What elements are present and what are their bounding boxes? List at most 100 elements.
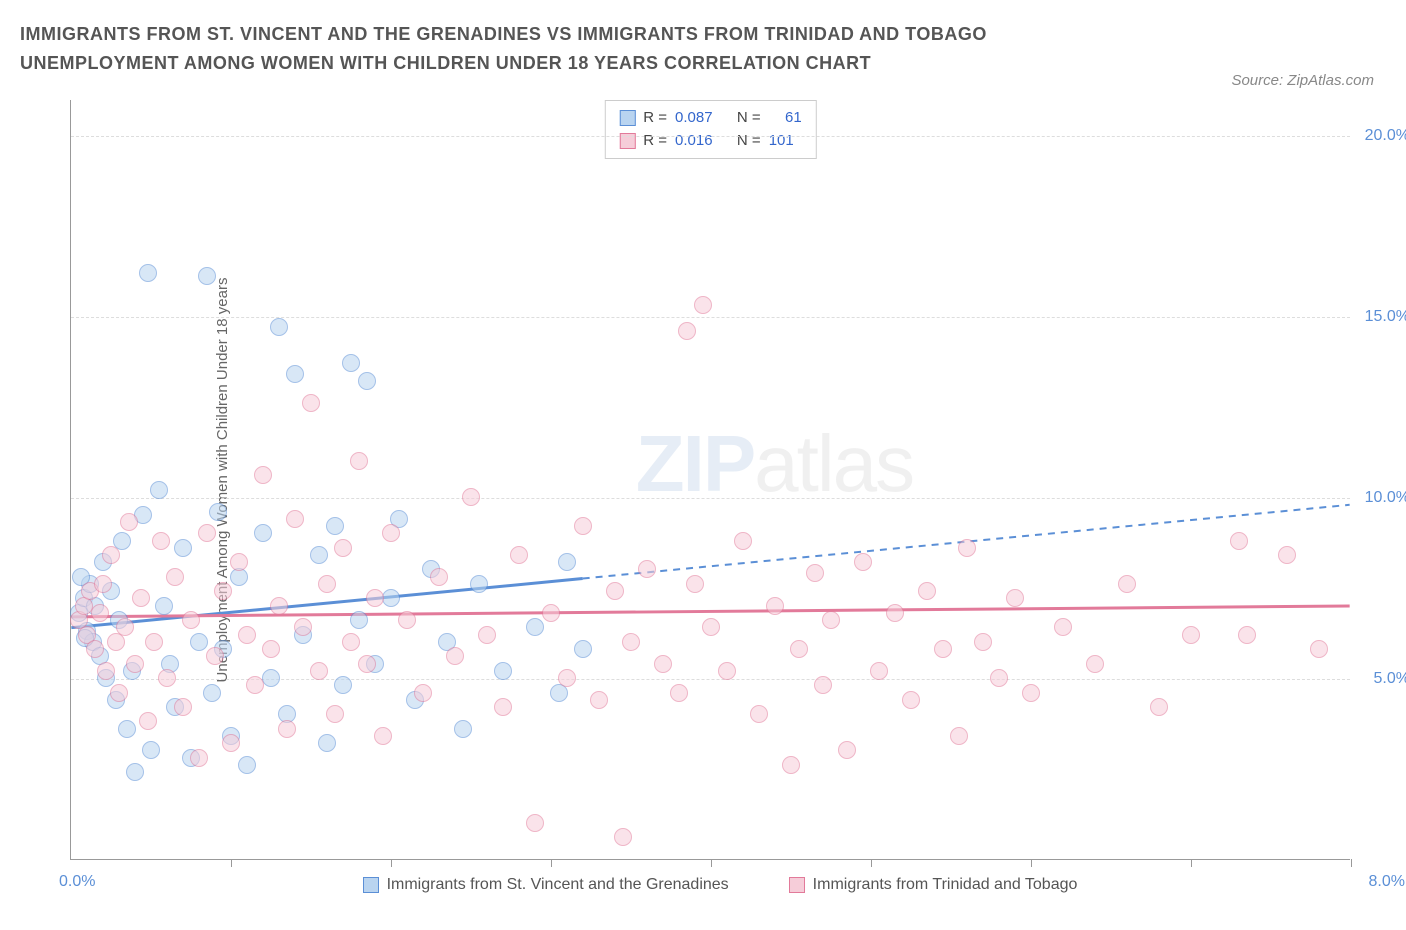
legend-item-2: Immigrants from Trinidad and Tobago <box>789 876 1078 894</box>
data-point <box>86 640 104 658</box>
data-point <box>478 626 496 644</box>
data-point <box>222 734 240 752</box>
data-point <box>278 720 296 738</box>
data-point <box>382 589 400 607</box>
data-point <box>526 618 544 636</box>
data-point <box>270 597 288 615</box>
data-point <box>1278 546 1296 564</box>
data-point <box>198 524 216 542</box>
data-point <box>870 662 888 680</box>
gridline <box>71 136 1350 137</box>
data-point <box>838 741 856 759</box>
legend: Immigrants from St. Vincent and the Gren… <box>60 876 1380 894</box>
data-point <box>358 372 376 390</box>
data-point <box>702 618 720 636</box>
data-point <box>286 510 304 528</box>
data-point <box>97 662 115 680</box>
data-point <box>622 633 640 651</box>
data-point <box>246 676 264 694</box>
stats-box: R = 0.087 N = 61 R = 0.016 N = 101 <box>604 100 816 159</box>
data-point <box>139 712 157 730</box>
data-point <box>1238 626 1256 644</box>
data-point <box>120 513 138 531</box>
data-point <box>166 568 184 586</box>
source-label: Source: ZipAtlas.com <box>1231 72 1374 89</box>
data-point <box>374 727 392 745</box>
data-point <box>414 684 432 702</box>
data-point <box>918 582 936 600</box>
watermark: ZIPatlas <box>636 418 913 510</box>
data-point <box>470 575 488 593</box>
data-point <box>750 705 768 723</box>
data-point <box>990 669 1008 687</box>
data-point <box>132 589 150 607</box>
watermark-zip: ZIP <box>636 419 754 508</box>
data-point <box>190 749 208 767</box>
plot-area: ZIPatlas R = 0.087 N = 61 R = 0.016 N = … <box>70 100 1350 860</box>
header: IMMIGRANTS FROM ST. VINCENT AND THE GREN… <box>20 20 1386 78</box>
r-value-1: 0.087 <box>675 107 713 130</box>
data-point <box>198 267 216 285</box>
x-tick <box>1351 859 1352 867</box>
data-point <box>262 640 280 658</box>
data-point <box>678 322 696 340</box>
data-point <box>366 589 384 607</box>
n-label: N = <box>737 107 761 130</box>
data-point <box>494 662 512 680</box>
data-point <box>110 684 128 702</box>
data-point <box>139 264 157 282</box>
data-point <box>342 354 360 372</box>
y-tick-label: 20.0% <box>1365 127 1406 145</box>
data-point <box>334 676 352 694</box>
x-tick <box>1191 859 1192 867</box>
data-point <box>790 640 808 658</box>
data-point <box>814 676 832 694</box>
data-point <box>254 466 272 484</box>
data-point <box>934 640 952 658</box>
data-point <box>1006 589 1024 607</box>
data-point <box>230 553 248 571</box>
stats-row-2: R = 0.016 N = 101 <box>619 130 801 153</box>
data-point <box>854 553 872 571</box>
data-point <box>116 618 134 636</box>
legend-label-2: Immigrants from Trinidad and Tobago <box>813 876 1078 894</box>
r-label: R = <box>643 107 667 130</box>
gridline <box>71 498 1350 499</box>
data-point <box>382 524 400 542</box>
data-point <box>1054 618 1072 636</box>
data-point <box>152 532 170 550</box>
data-point <box>350 611 368 629</box>
data-point <box>358 655 376 673</box>
data-point <box>614 828 632 846</box>
data-point <box>318 575 336 593</box>
data-point <box>302 394 320 412</box>
chart-container: Unemployment Among Women with Children U… <box>60 100 1380 860</box>
data-point <box>1118 575 1136 593</box>
data-point <box>294 618 312 636</box>
y-tick-label: 5.0% <box>1374 670 1406 688</box>
x-tick <box>871 859 872 867</box>
data-point <box>734 532 752 550</box>
data-point <box>510 546 528 564</box>
legend-label-1: Immigrants from St. Vincent and the Gren… <box>387 876 729 894</box>
data-point <box>350 452 368 470</box>
n-value-2: 101 <box>769 130 794 153</box>
data-point <box>203 684 221 702</box>
data-point <box>155 597 173 615</box>
data-point <box>174 539 192 557</box>
data-point <box>558 553 576 571</box>
watermark-atlas: atlas <box>754 419 913 508</box>
data-point <box>158 669 176 687</box>
data-point <box>958 539 976 557</box>
data-point <box>654 655 672 673</box>
r-label: R = <box>643 130 667 153</box>
data-point <box>126 763 144 781</box>
data-point <box>670 684 688 702</box>
data-point <box>118 720 136 738</box>
gridline <box>71 317 1350 318</box>
chart-title: IMMIGRANTS FROM ST. VINCENT AND THE GREN… <box>20 20 1120 78</box>
data-point <box>1182 626 1200 644</box>
data-point <box>902 691 920 709</box>
data-point <box>462 488 480 506</box>
data-point <box>270 318 288 336</box>
